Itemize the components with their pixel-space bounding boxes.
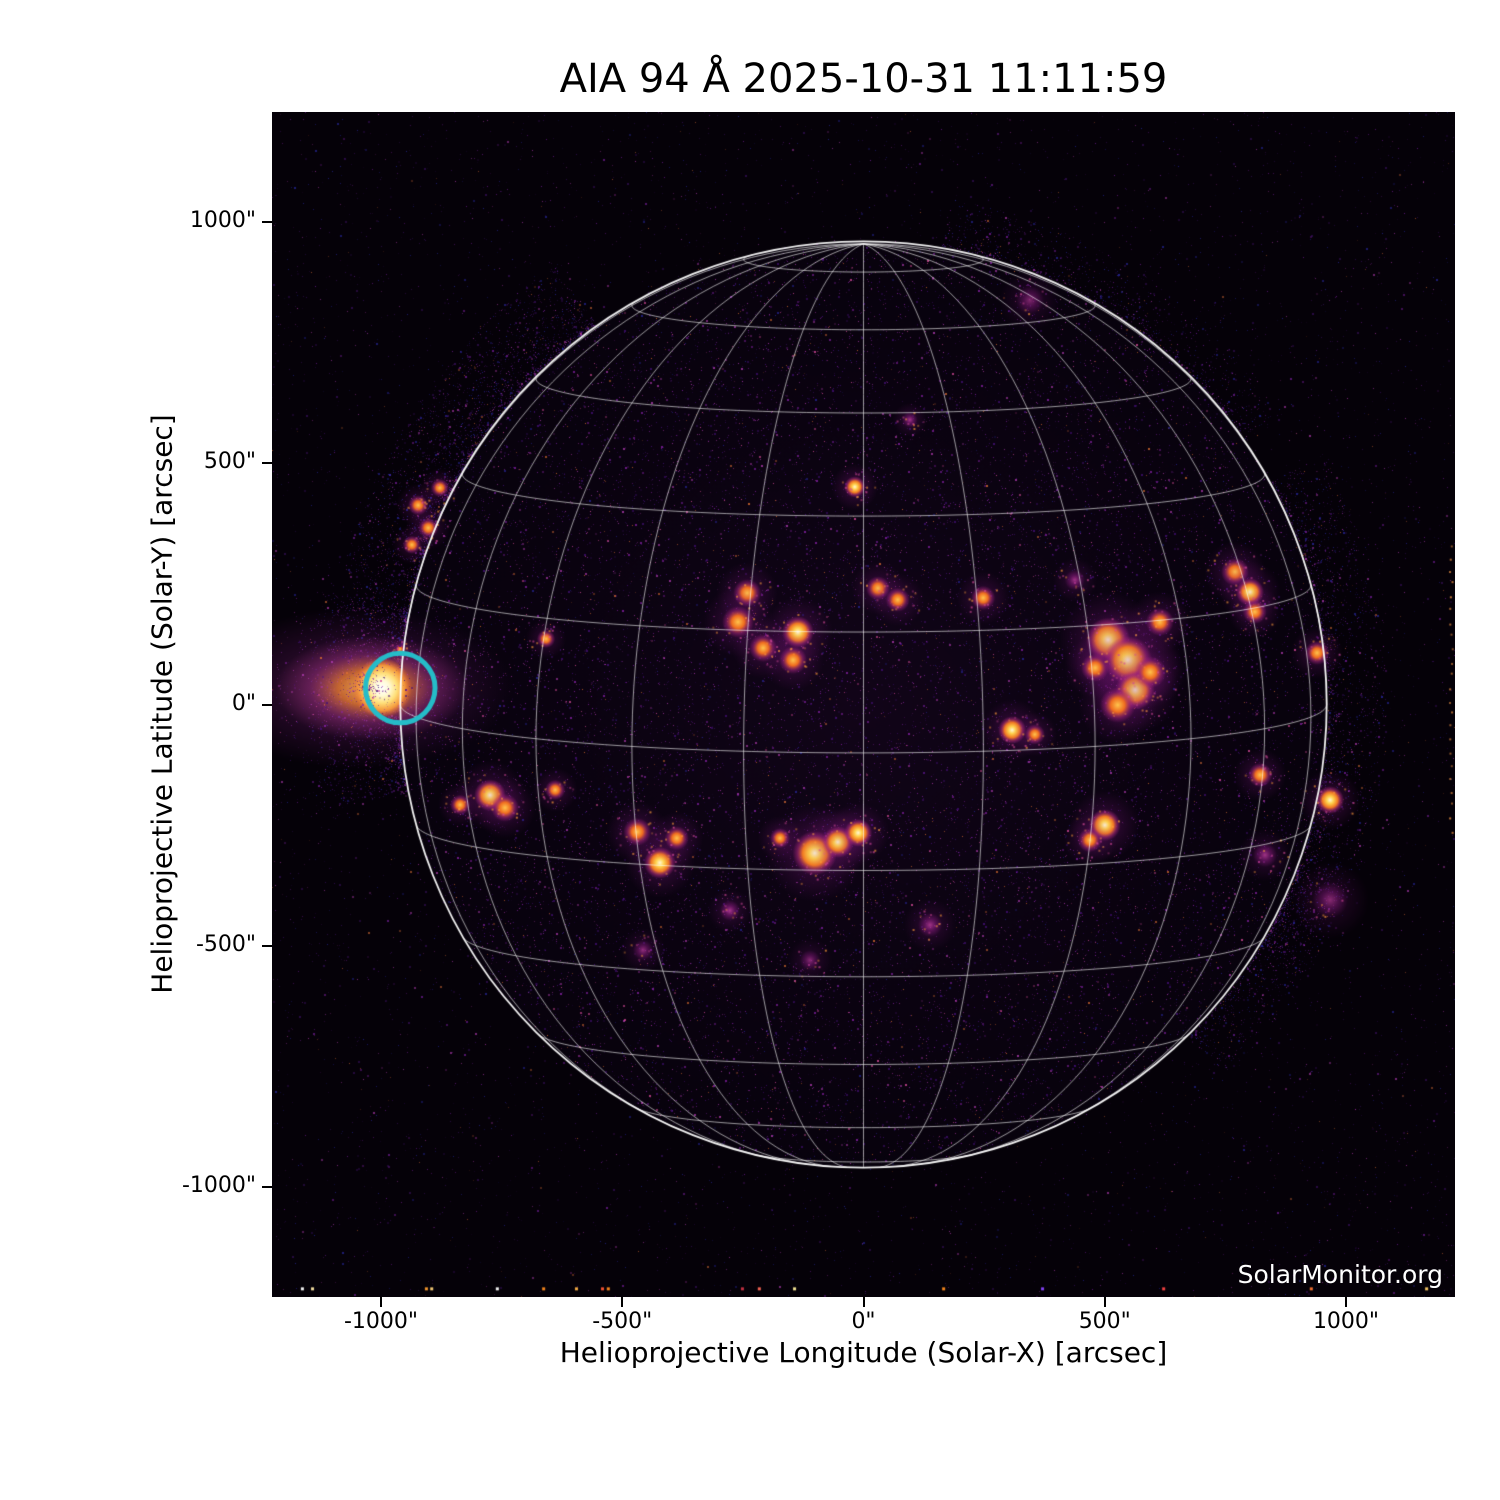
figure-title: AIA 94 Å 2025-10-31 11:11:59 xyxy=(559,56,1168,102)
x-tick-label: 1000" xyxy=(1312,1309,1380,1334)
x-tick-label: -1000" xyxy=(343,1309,419,1334)
y-tick-mark xyxy=(262,221,272,223)
x-tick-label: 500" xyxy=(1078,1309,1131,1334)
x-tick-mark xyxy=(380,1297,382,1307)
y-tick-mark xyxy=(262,703,272,706)
watermark: SolarMonitor.org xyxy=(1237,1260,1443,1289)
y-tick-mark xyxy=(262,944,272,947)
x-tick-mark xyxy=(1345,1297,1347,1307)
x-tick-label: -500" xyxy=(592,1309,653,1334)
y-tick-label: 500" xyxy=(203,449,256,475)
y-tick-label: -1000" xyxy=(181,1173,256,1198)
y-tick-label: -500" xyxy=(195,931,256,957)
solar-image-canvas xyxy=(272,112,1455,1297)
x-tick-mark xyxy=(621,1297,624,1307)
y-tick-label: 1000" xyxy=(189,208,256,233)
y-tick-mark xyxy=(262,462,272,465)
y-axis-label: Helioprojective Latitude (Solar-Y) [arcs… xyxy=(145,414,179,994)
x-tick-label: 0" xyxy=(851,1309,876,1334)
x-axis-label: Helioprojective Longitude (Solar-X) [arc… xyxy=(559,1336,1168,1369)
x-tick-mark xyxy=(1103,1297,1106,1307)
y-tick-label: 0" xyxy=(231,690,256,716)
plot-area: SolarMonitor.org xyxy=(272,112,1455,1297)
x-tick-mark xyxy=(862,1297,865,1307)
y-tick-mark xyxy=(262,1186,272,1188)
